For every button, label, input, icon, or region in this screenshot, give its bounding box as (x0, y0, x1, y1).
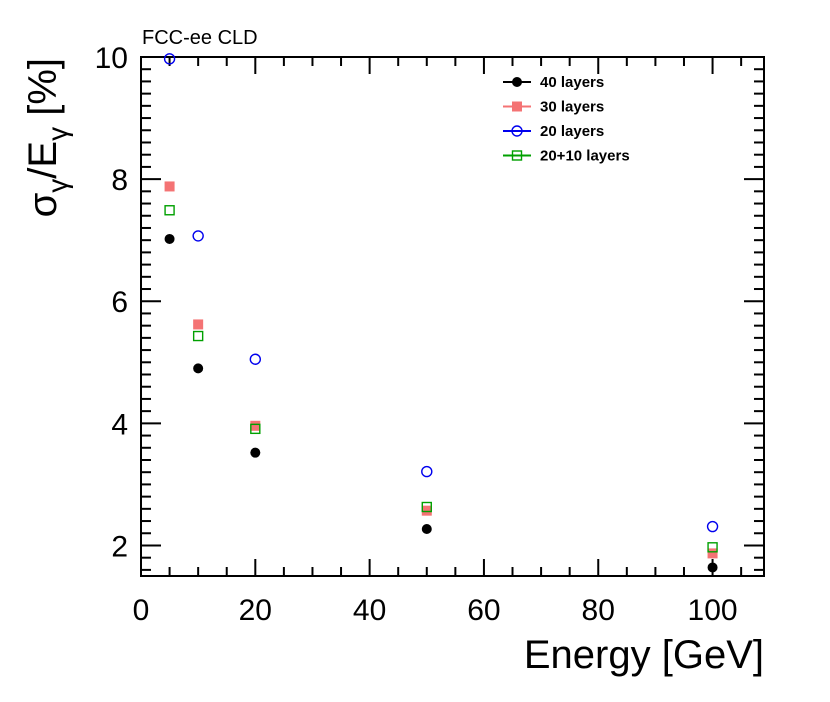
data-point (192, 330, 204, 342)
y-tick-label: 2 (111, 530, 128, 563)
legend-label: 30 layers (540, 99, 604, 116)
y-axis-title-mid: /E (21, 141, 65, 179)
legend-item: 20 layers (503, 123, 604, 140)
data-point (164, 205, 175, 216)
y-tick-label: 10 (95, 42, 128, 75)
data-point (707, 542, 718, 553)
data-point (249, 353, 262, 365)
data-point (706, 520, 719, 533)
data-point (707, 562, 718, 573)
x-tick-label: 0 (133, 594, 150, 627)
legend-marker (511, 150, 523, 161)
y-axis-title-sub2: γ (42, 127, 73, 141)
data-point (250, 420, 261, 431)
data-point (421, 465, 433, 478)
series-3 (164, 205, 718, 553)
data-point (192, 230, 204, 242)
x-tick-label: 100 (688, 594, 738, 627)
data-point (164, 233, 175, 244)
data-point (193, 319, 204, 330)
y-axis-title-sigma: σ (21, 192, 65, 217)
data-point (163, 53, 176, 65)
x-axis-title: Energy [GeV] (524, 633, 764, 677)
y-tick-label: 8 (111, 164, 128, 197)
x-tick-label: 40 (353, 594, 386, 627)
legend-item: 30 layers (503, 99, 604, 116)
x-tick-label: 20 (239, 594, 272, 627)
series-0 (164, 233, 718, 573)
series-1 (164, 181, 718, 559)
legend-label: 40 layers (540, 74, 604, 91)
data-points (163, 53, 719, 573)
legend-marker (511, 125, 523, 137)
legend-label: 20 layers (540, 123, 604, 140)
legend-item: 40 layers (503, 74, 604, 91)
legend-marker (512, 101, 522, 112)
y-axis-title-sub1: γ (42, 179, 73, 193)
legend-marker (512, 77, 522, 87)
data-point (421, 505, 432, 516)
y-tick-label: 6 (111, 286, 128, 319)
plot-frame (140, 56, 765, 577)
data-point (193, 363, 204, 374)
data-point (250, 447, 261, 458)
data-point (707, 548, 718, 559)
legend: 40 layers 30 layers 20 layers 20+10 layers (503, 74, 630, 165)
x-tick-label: 80 (582, 594, 615, 627)
axis-ticks (140, 56, 764, 576)
y-axis-title: σγ/Eγ [%] (21, 58, 73, 217)
x-tick-label: 60 (467, 594, 500, 627)
annotation-label: FCC-ee CLD (142, 27, 258, 49)
data-point (164, 181, 175, 192)
legend-label: 20+10 layers (540, 148, 630, 165)
data-point (250, 423, 261, 435)
y-tick-label: 4 (111, 408, 128, 441)
y-tick-labels: 2 4 6 8 10 (95, 42, 128, 563)
x-tick-labels: 0 20 40 60 80 100 (133, 594, 738, 627)
y-axis-title-unit: [%] (21, 58, 65, 127)
series-2 (163, 53, 719, 533)
data-point (421, 501, 432, 513)
legend-item: 20+10 layers (503, 148, 630, 165)
data-point (421, 523, 432, 534)
